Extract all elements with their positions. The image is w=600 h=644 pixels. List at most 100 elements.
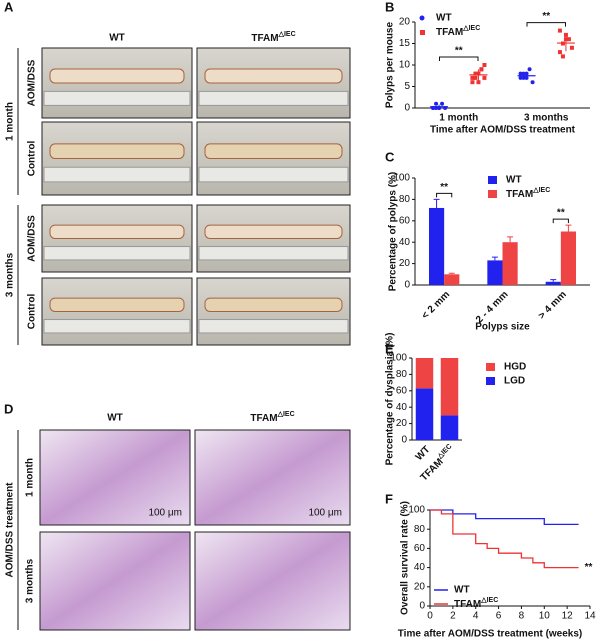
x-tick-label: 1 month	[439, 113, 478, 124]
y-tick-label: 80	[399, 194, 411, 205]
column-label: TFAM△IEC	[250, 411, 294, 424]
side-label: AOM/DSS treatment	[5, 482, 16, 578]
legend-label: TFAM△IEC	[506, 187, 550, 200]
data-point	[473, 75, 478, 80]
micrograph	[194, 429, 351, 526]
y-tick-label: 0	[419, 601, 425, 612]
data-point	[470, 75, 475, 80]
micrograph	[194, 531, 351, 631]
panel-letter: A	[4, 0, 14, 14]
significance-bracket	[552, 218, 569, 224]
x-tick-label: 8	[519, 611, 525, 622]
data-point	[530, 80, 535, 85]
row-label: AOM/DSS	[27, 59, 38, 106]
legend-marker	[486, 377, 495, 385]
y-tick-label: 60	[396, 385, 408, 396]
x-tick-label: 4	[473, 611, 479, 622]
legend-label: HGD	[504, 362, 526, 373]
ruler	[198, 166, 349, 183]
data-point	[521, 71, 526, 76]
x-tick-label: 6	[496, 611, 502, 622]
y-tick-label: 5	[404, 81, 410, 92]
data-point	[434, 101, 439, 106]
row-label: Control	[27, 141, 38, 177]
bar-segment	[415, 388, 434, 440]
group-label: 3 months	[5, 252, 16, 297]
legend-label: LGD	[504, 376, 525, 387]
significance-bracket	[439, 56, 479, 61]
significance-bracket	[526, 22, 566, 27]
panel-letter: E	[385, 341, 394, 356]
legend-marker	[420, 30, 425, 35]
error-bar	[565, 224, 572, 232]
bar	[444, 274, 460, 285]
legend-marker	[488, 190, 497, 198]
y-tick-label: 20	[396, 418, 408, 429]
significance-bracket	[436, 192, 453, 198]
colon-tissue	[204, 68, 343, 84]
colon-tissue	[49, 224, 185, 240]
y-axis-label: Polyps per mouse	[385, 21, 396, 108]
y-axis-label: Overall survival rate (%)	[400, 501, 411, 615]
column-label: TFAM△IEC	[251, 31, 295, 44]
data-point	[440, 101, 445, 106]
row-label: Control	[27, 294, 38, 330]
y-tick-label: 0	[401, 435, 407, 446]
y-tick-label: 0	[404, 280, 410, 291]
x-axis-label: Time after AOM/DSS treatment (weeks)	[398, 629, 583, 640]
data-point	[470, 80, 475, 85]
legend-label: TFAM△IEC	[436, 25, 480, 38]
data-point	[557, 50, 562, 55]
y-tick-label: 20	[399, 258, 411, 269]
x-tick-label: 10	[539, 611, 551, 622]
legend-marker	[419, 15, 425, 21]
x-tick-label: < 2 mm	[420, 289, 452, 321]
survival-line	[430, 509, 579, 526]
data-point	[527, 67, 532, 72]
error-bar	[433, 198, 440, 208]
x-axis-label: Polyps size	[475, 322, 530, 333]
row-label: 3 months	[25, 558, 36, 603]
data-point	[473, 71, 478, 76]
y-tick-label: 100	[390, 353, 407, 364]
y-axis-label: Percentage of dysplasia (%)	[385, 333, 396, 466]
x-tick-label: 0	[427, 611, 433, 622]
bar	[502, 242, 518, 285]
scale-bar-label: 100 μm	[308, 508, 342, 519]
legend-label: WT	[454, 585, 470, 596]
error-bar	[550, 279, 557, 282]
error-bar	[491, 256, 498, 261]
y-axis-label: Percentage of polyps (%)	[388, 172, 399, 291]
ruler	[198, 90, 349, 106]
y-tick-label: 100	[393, 173, 410, 184]
x-tick-label: 14	[584, 611, 596, 622]
y-tick-label: 20	[414, 581, 426, 592]
data-point	[560, 54, 565, 59]
bar-segment	[415, 358, 434, 389]
y-tick-label: 40	[414, 562, 426, 573]
panel-letter: B	[385, 0, 394, 14]
group-label: 1 month	[5, 102, 16, 141]
ruler	[43, 166, 191, 183]
data-point	[482, 63, 487, 67]
data-point	[566, 37, 571, 42]
y-tick-label: 20	[399, 17, 411, 28]
data-point	[476, 80, 481, 85]
colon-tissue	[49, 297, 185, 313]
x-tick-label: > 4 mm	[536, 289, 568, 321]
legend-label: TFAM△IEC	[454, 597, 498, 610]
legend-marker	[488, 176, 497, 184]
significance-label: **	[455, 46, 463, 57]
legend-label: WT	[506, 175, 522, 186]
x-tick-label: 2	[450, 611, 456, 622]
y-tick-label: 80	[396, 369, 408, 380]
y-tick-label: 15	[399, 38, 411, 49]
panel-letter: C	[385, 149, 395, 164]
legend-label: WT	[436, 13, 452, 24]
significance-label: **	[440, 182, 448, 193]
colon-tissue	[204, 143, 343, 159]
colon-tissue	[49, 68, 185, 84]
y-tick-label: 0	[404, 103, 410, 114]
ruler	[198, 319, 349, 334]
